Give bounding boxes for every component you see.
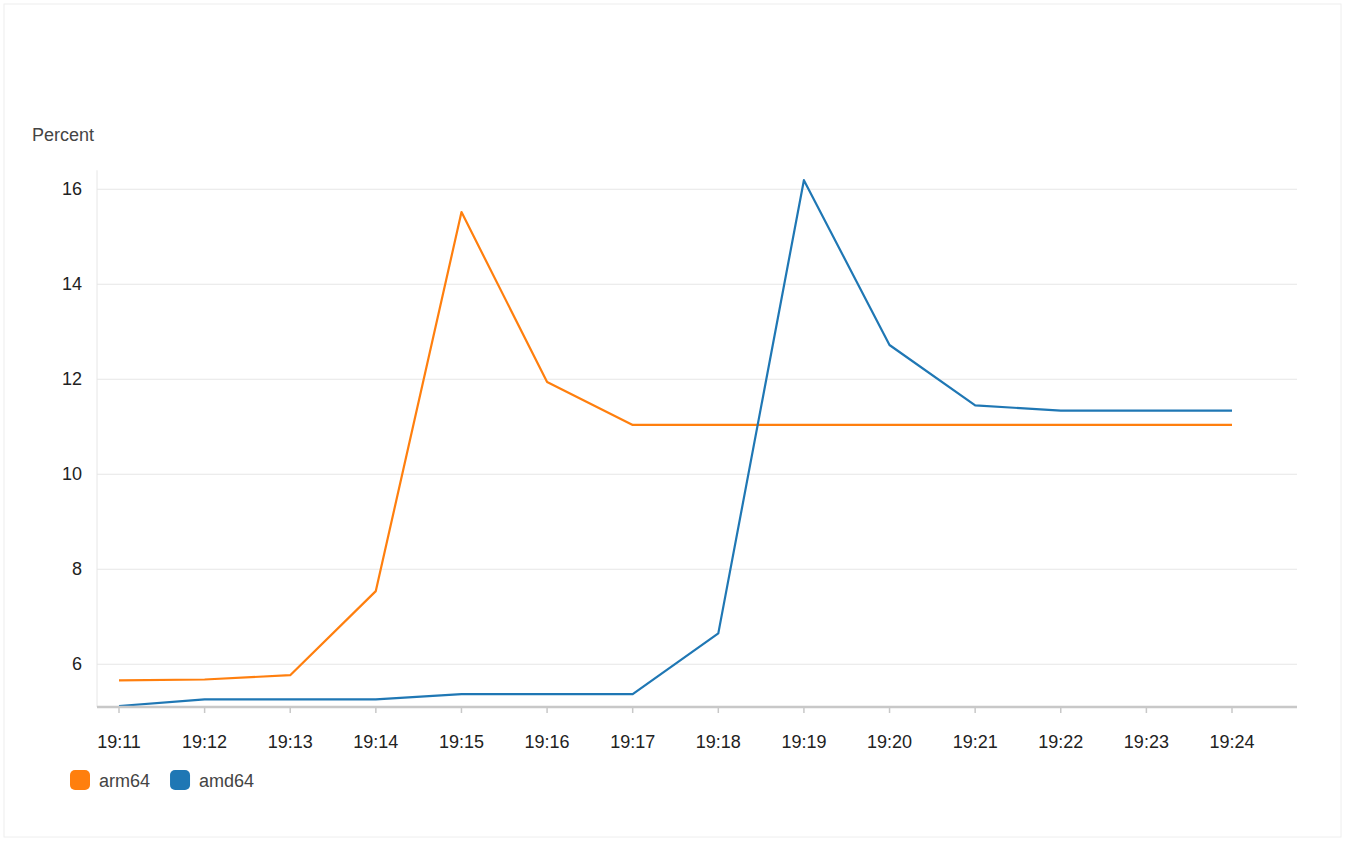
plot-area	[119, 180, 1232, 706]
x-tick-label: 19:24	[1209, 732, 1254, 752]
series-line	[119, 212, 1232, 680]
grid-line	[97, 664, 1297, 665]
grid-line	[97, 189, 1297, 190]
x-tick	[289, 707, 291, 713]
x-tick	[375, 707, 377, 713]
x-tick	[546, 707, 548, 713]
x-tick	[461, 707, 463, 713]
x-tick	[204, 707, 206, 713]
x-tick-label: 19:19	[781, 732, 826, 752]
legend-label: arm64	[99, 771, 150, 791]
x-tick-label: 19:13	[268, 732, 313, 752]
x-tick	[974, 707, 976, 713]
y-axis-label: Percent	[32, 125, 94, 145]
x-tick	[889, 707, 891, 713]
y-tick-label: 16	[62, 179, 82, 199]
grid-line	[97, 379, 1297, 380]
x-tick-label: 19:18	[696, 732, 741, 752]
series-line	[119, 180, 1232, 706]
x-tick	[1146, 707, 1148, 713]
panel	[4, 4, 1341, 837]
y-tick-label: 10	[62, 464, 82, 484]
x-tick-label: 19:22	[1038, 732, 1083, 752]
x-tick-label: 19:17	[610, 732, 655, 752]
x-tick-label: 19:20	[867, 732, 912, 752]
x-tick	[803, 707, 805, 713]
y-axis-line	[97, 170, 98, 707]
x-tick	[1231, 707, 1233, 713]
x-axis-line	[97, 706, 1297, 709]
x-tick-label: 19:11	[97, 732, 141, 752]
x-tick	[718, 707, 720, 713]
x-tick-label: 19:16	[525, 732, 570, 752]
x-tick	[632, 707, 634, 713]
grid-line	[97, 284, 1297, 285]
y-tick-label: 14	[62, 274, 82, 294]
x-tick	[118, 707, 120, 713]
legend-swatch	[170, 770, 190, 790]
grid-line	[97, 474, 1297, 475]
x-tick-label: 19:23	[1124, 732, 1169, 752]
y-tick-label: 6	[72, 654, 82, 674]
x-tick	[1060, 707, 1062, 713]
chart: Percent 6 8 10 12 14 16 19:11 19:12 19:13 19:14 19:…	[0, 0, 1345, 841]
y-tick-label: 8	[72, 559, 82, 579]
grid-line	[97, 569, 1297, 570]
y-tick-label: 12	[62, 369, 82, 389]
x-tick-label: 19:14	[353, 732, 398, 752]
x-tick-label: 19:21	[953, 732, 998, 752]
x-tick-label: 19:12	[182, 732, 227, 752]
x-tick-label: 19:15	[439, 732, 484, 752]
legend-swatch	[70, 770, 90, 790]
legend-label: amd64	[199, 771, 254, 791]
